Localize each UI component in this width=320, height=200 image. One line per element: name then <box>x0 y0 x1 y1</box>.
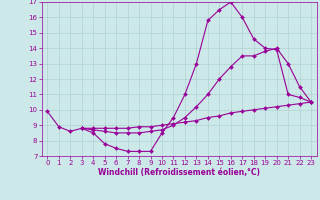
X-axis label: Windchill (Refroidissement éolien,°C): Windchill (Refroidissement éolien,°C) <box>98 168 260 177</box>
